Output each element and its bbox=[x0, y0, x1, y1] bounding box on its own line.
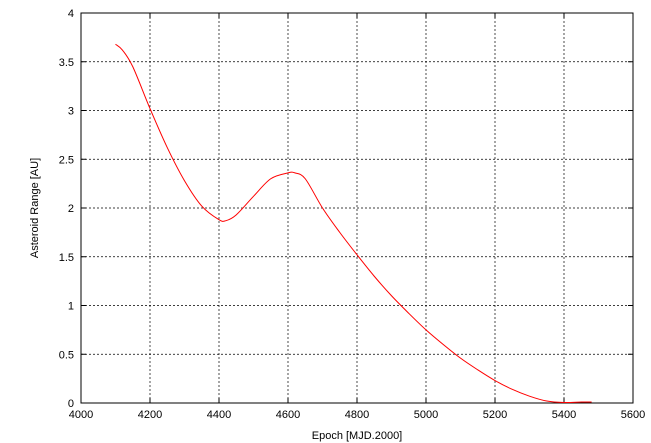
y-tick-label: 3 bbox=[68, 106, 74, 118]
series-line bbox=[115, 43, 592, 404]
series-layer bbox=[115, 43, 592, 404]
x-tick-label: 4600 bbox=[276, 409, 300, 421]
x-tick-label: 5200 bbox=[483, 409, 507, 421]
y-tick-label: 0.5 bbox=[59, 349, 74, 361]
x-axis-title: Epoch [MJD.2000] bbox=[312, 430, 403, 442]
y-axis-title: Asteroid Range [AU] bbox=[29, 158, 41, 258]
tick-labels: 4000 4200 4400 4600 4800 5000 5200 5400 5600 0 0.5… bbox=[59, 8, 646, 421]
y-tick-label: 0 bbox=[68, 398, 74, 410]
ticks bbox=[80, 12, 634, 404]
y-tick-label: 1.5 bbox=[59, 252, 74, 264]
x-tick-label: 4200 bbox=[138, 409, 162, 421]
y-tick-label: 3.5 bbox=[59, 57, 74, 69]
x-tick-label: 5400 bbox=[552, 409, 576, 421]
y-tick-label: 4 bbox=[68, 8, 74, 20]
x-tick-label: 4800 bbox=[345, 409, 369, 421]
x-tick-label: 4400 bbox=[207, 409, 231, 421]
y-tick-label: 2 bbox=[68, 203, 74, 215]
grid bbox=[81, 13, 633, 403]
x-tick-label: 5000 bbox=[414, 409, 438, 421]
x-tick-label: 5600 bbox=[621, 409, 645, 421]
x-tick-label: 4000 bbox=[69, 409, 93, 421]
y-tick-label: 2.5 bbox=[59, 154, 74, 166]
y-tick-label: 1 bbox=[68, 301, 74, 313]
